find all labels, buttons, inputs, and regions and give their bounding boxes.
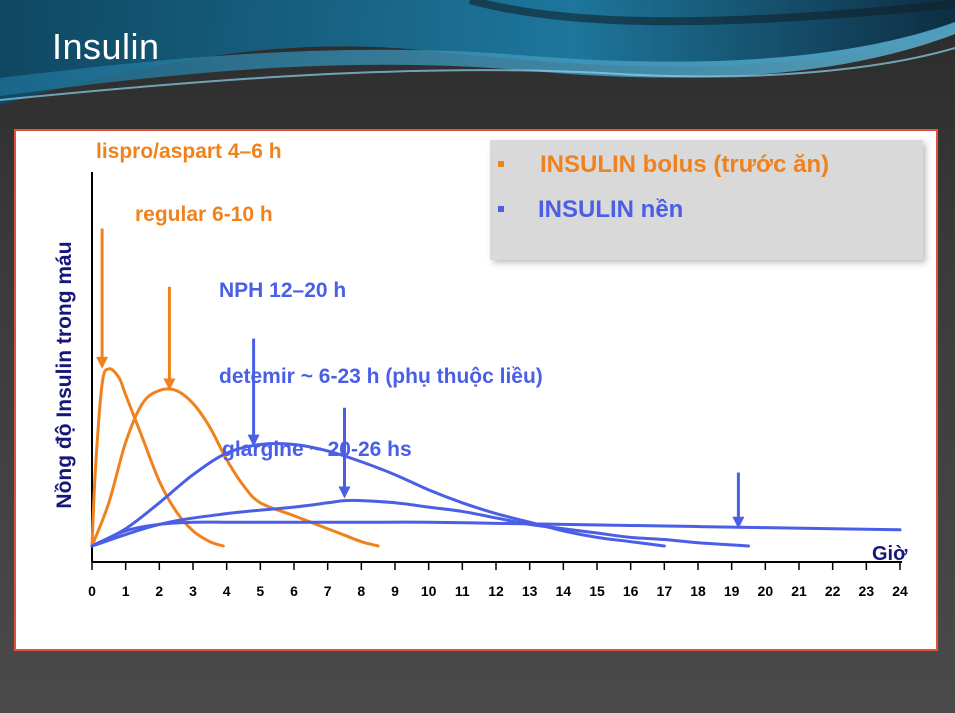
- annotation-regular: regular 6-10 h: [135, 203, 273, 226]
- header-wave-graphic: [0, 0, 955, 105]
- annotation-nph: NPH 12–20 h: [219, 279, 347, 302]
- legend-item-bolus: INSULIN bolus (trước ăn): [540, 151, 830, 178]
- series-line-0: [90, 367, 225, 548]
- series-line-3: [90, 498, 750, 548]
- x-tick-label-19: 19: [724, 583, 740, 599]
- x-tick-label-4: 4: [223, 583, 231, 599]
- x-tick-label-14: 14: [556, 583, 572, 599]
- x-tick-label-13: 13: [522, 583, 538, 599]
- x-tick-label-10: 10: [421, 583, 437, 599]
- x-tick-label-8: 8: [357, 583, 365, 599]
- x-tick-label-2: 2: [155, 583, 163, 599]
- x-tick-label-7: 7: [324, 583, 332, 599]
- x-tick-label-20: 20: [758, 583, 774, 599]
- x-tick-label-6: 6: [290, 583, 298, 599]
- arrow-head-3: [338, 486, 351, 499]
- legend-item-basal: INSULIN nền: [538, 196, 684, 223]
- series-line-1: [90, 387, 380, 548]
- arrow-head-1: [163, 378, 176, 391]
- x-tick-label-3: 3: [189, 583, 197, 599]
- legend: INSULIN bolus (trước ăn) INSULIN nền: [490, 140, 923, 260]
- slide-title: Insulin: [52, 26, 160, 67]
- arrow-head-0: [96, 356, 109, 369]
- annotation-glargine: glargine ~ 20-26 hs: [222, 438, 412, 461]
- x-tick-label-12: 12: [488, 583, 504, 599]
- x-tick-label-17: 17: [657, 583, 673, 599]
- arrow-head-4: [732, 516, 745, 529]
- x-tick-label-5: 5: [256, 583, 264, 599]
- x-tick-label-1: 1: [122, 583, 130, 599]
- x-tick-label-16: 16: [623, 583, 639, 599]
- annotation-detemir: detemir ~ 6-23 h (phụ thuộc liều): [219, 365, 543, 388]
- x-tick-label-24: 24: [892, 583, 908, 599]
- x-tick-label-18: 18: [690, 583, 706, 599]
- x-tick-label-0: 0: [88, 583, 96, 599]
- arrow-head-2: [247, 434, 260, 447]
- annotation-lispro: lispro/aspart 4–6 h: [96, 140, 282, 163]
- x-tick-label-9: 9: [391, 583, 399, 599]
- legend-bullet-basal: [498, 206, 504, 212]
- x-tick-label-15: 15: [589, 583, 605, 599]
- legend-bullet-bolus: [498, 161, 504, 167]
- x-axis-unit-label: Giờ: [872, 543, 908, 565]
- series-line-2: [90, 442, 666, 548]
- x-tick-label-23: 23: [859, 583, 875, 599]
- x-tick-label-21: 21: [791, 583, 807, 599]
- x-tick-label-22: 22: [825, 583, 841, 599]
- y-axis-label: Nồng độ Insulin trong máu: [53, 241, 76, 509]
- x-tick-label-11: 11: [455, 583, 470, 599]
